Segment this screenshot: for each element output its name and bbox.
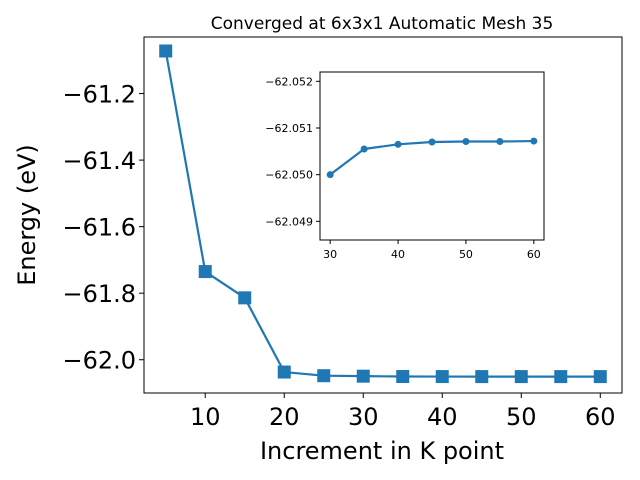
inset-plot-frame — [319, 71, 545, 241]
main-y-tick-label: −61.2 — [62, 81, 136, 109]
main-data-point — [356, 369, 370, 383]
main-series-group — [159, 44, 607, 384]
main-data-point — [238, 291, 252, 305]
main-data-point — [593, 370, 607, 384]
inset-series-group — [326, 137, 538, 179]
main-x-tick-label: 40 — [427, 403, 458, 431]
x-axis-label: Increment in K point — [260, 437, 504, 465]
inset-data-point — [530, 137, 538, 145]
main-x-tick-label: 30 — [348, 403, 379, 431]
main-x-tick-label: 10 — [190, 403, 221, 431]
inset-y-tick-label: −62.051 — [265, 122, 313, 135]
main-data-point — [514, 370, 528, 384]
y-axis-label: Energy (eV) — [13, 144, 41, 286]
inset-data-point — [462, 138, 470, 146]
main-y-tick-label: −61.4 — [62, 147, 136, 175]
main-plot-frame — [143, 36, 623, 394]
inset-data-point — [360, 145, 368, 153]
main-ticks-group: 10 20 30 40 50 60 −62.0 −61.8 −61.6 −61.4 −61.2 — [62, 81, 615, 431]
inset-x-tick-label: 40 — [391, 248, 405, 261]
inset-data-point — [496, 138, 504, 146]
inset-x-tick-label: 30 — [323, 248, 337, 261]
chart-title: Converged at 6x3x1 Automatic Mesh 35 — [211, 14, 554, 34]
main-series-line — [164, 50, 601, 378]
inset-y-tick-label: −62.052 — [265, 75, 313, 88]
main-data-point — [277, 365, 291, 379]
main-data-point — [475, 370, 489, 384]
main-x-tick-label: 20 — [269, 403, 300, 431]
main-data-point — [554, 370, 568, 384]
main-x-tick-label: 50 — [506, 403, 537, 431]
main-data-point — [396, 370, 410, 384]
main-data-point — [159, 44, 173, 58]
main-y-tick-label: −62.0 — [62, 347, 136, 375]
inset-data-point — [326, 171, 334, 179]
main-x-tick-label: 60 — [585, 403, 616, 431]
inset-ticks-group: 30 40 50 60 −62.052 −62.051 −62.050 −62.049 — [265, 75, 541, 261]
main-y-tick-label: −61.6 — [62, 214, 136, 242]
inset-y-tick-label: −62.049 — [265, 215, 313, 228]
inset-y-tick-label: −62.050 — [265, 169, 313, 182]
main-data-point — [317, 369, 331, 383]
inset-x-tick-label: 60 — [527, 248, 541, 261]
inset-data-point — [394, 140, 402, 148]
main-data-point — [198, 265, 212, 279]
inset-x-tick-label: 50 — [459, 248, 473, 261]
main-data-point — [435, 370, 449, 384]
main-y-tick-label: −61.8 — [62, 280, 136, 308]
inset-data-point — [428, 138, 436, 146]
